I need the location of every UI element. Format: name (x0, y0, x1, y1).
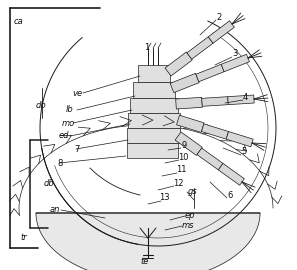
Text: 4: 4 (243, 93, 248, 102)
Text: gs: gs (188, 187, 198, 197)
Text: ep: ep (185, 211, 195, 221)
Polygon shape (138, 65, 170, 82)
Text: 2: 2 (216, 14, 221, 22)
Text: 11: 11 (176, 166, 187, 174)
Text: 3: 3 (232, 49, 237, 59)
Text: db: db (44, 178, 55, 187)
Polygon shape (196, 64, 224, 82)
Text: 5: 5 (241, 147, 246, 157)
Polygon shape (176, 115, 204, 133)
Polygon shape (130, 98, 178, 113)
Polygon shape (127, 143, 178, 158)
Polygon shape (218, 163, 244, 185)
Polygon shape (208, 21, 234, 43)
Polygon shape (228, 95, 254, 105)
Text: ed: ed (59, 131, 69, 140)
Text: 7: 7 (74, 144, 79, 154)
Polygon shape (201, 124, 228, 139)
Polygon shape (197, 148, 223, 170)
Text: lb: lb (66, 106, 74, 114)
Text: 1: 1 (144, 43, 149, 52)
Polygon shape (202, 97, 228, 106)
Polygon shape (170, 73, 199, 93)
Text: tr: tr (20, 234, 27, 242)
Text: an: an (50, 205, 60, 214)
Polygon shape (221, 54, 249, 72)
Polygon shape (36, 213, 260, 270)
Polygon shape (128, 113, 180, 128)
Text: mo: mo (62, 119, 75, 127)
Text: 6: 6 (227, 191, 232, 201)
Text: ca: ca (14, 18, 24, 26)
Polygon shape (165, 52, 192, 76)
Polygon shape (127, 128, 180, 143)
Text: 8: 8 (57, 158, 62, 167)
Text: 10: 10 (178, 154, 189, 163)
Polygon shape (175, 132, 202, 156)
Text: ms: ms (182, 221, 195, 231)
Text: db: db (36, 100, 47, 110)
Polygon shape (226, 131, 253, 147)
Text: 12: 12 (173, 178, 184, 187)
Text: ve: ve (72, 89, 82, 97)
Polygon shape (187, 37, 213, 59)
Text: 13: 13 (159, 194, 170, 202)
Polygon shape (176, 97, 202, 109)
Text: 9: 9 (181, 140, 186, 150)
Polygon shape (133, 82, 175, 98)
Text: te: te (140, 256, 148, 265)
